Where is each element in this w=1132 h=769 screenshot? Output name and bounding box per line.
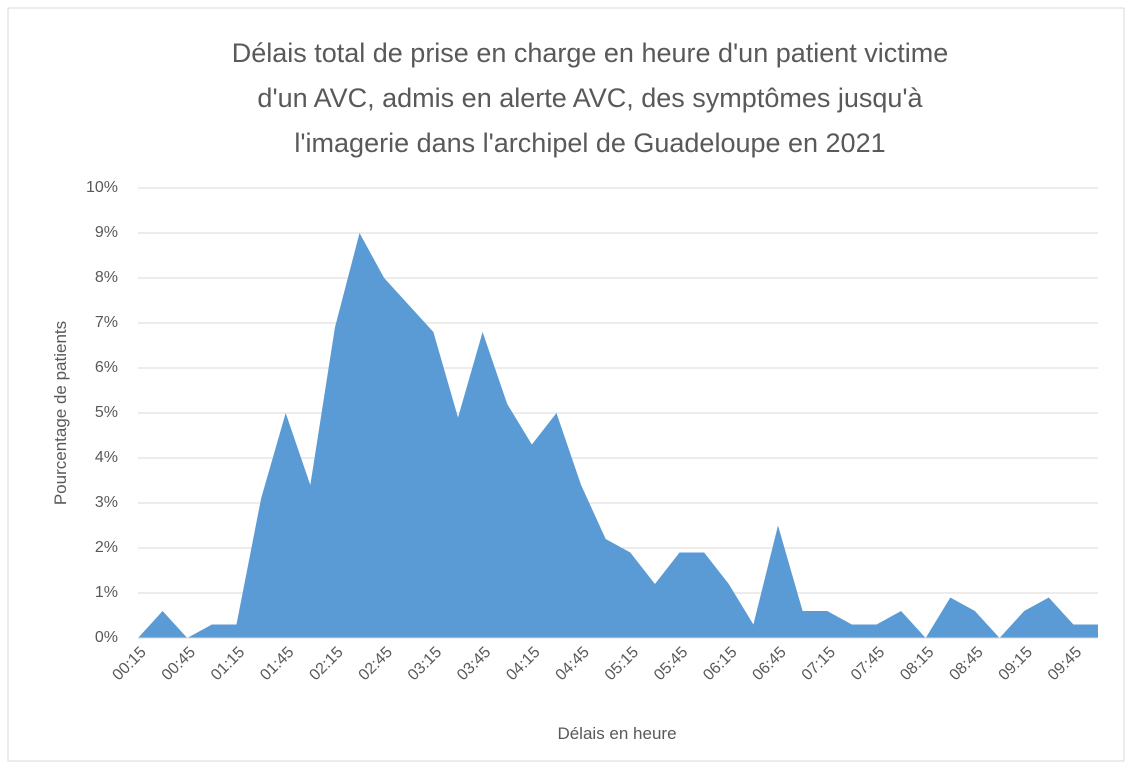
y-tick-label: 9% bbox=[95, 224, 118, 241]
chart-title: d'un AVC, admis en alerte AVC, des sympt… bbox=[257, 83, 923, 113]
area bbox=[138, 233, 1098, 638]
y-tick-label: 2% bbox=[95, 539, 118, 556]
chart-title: Délais total de prise en charge en heure… bbox=[232, 38, 949, 68]
x-axis-title: Délais en heure bbox=[557, 724, 676, 743]
y-tick-label: 7% bbox=[95, 314, 118, 331]
y-tick-label: 0% bbox=[95, 629, 118, 646]
chart-title: l'imagerie dans l'archipel de Guadeloupe… bbox=[294, 128, 885, 158]
y-tick-label: 8% bbox=[95, 269, 118, 286]
y-axis-title: Pourcentage de patients bbox=[51, 321, 70, 505]
chart-border bbox=[7, 7, 1125, 762]
y-tick-label: 3% bbox=[95, 494, 118, 511]
y-tick-label: 4% bbox=[95, 449, 118, 466]
y-tick-label: 1% bbox=[95, 584, 118, 601]
y-tick-label: 5% bbox=[95, 404, 118, 421]
y-tick-label: 6% bbox=[95, 359, 118, 376]
y-tick-label: 10% bbox=[86, 179, 118, 196]
